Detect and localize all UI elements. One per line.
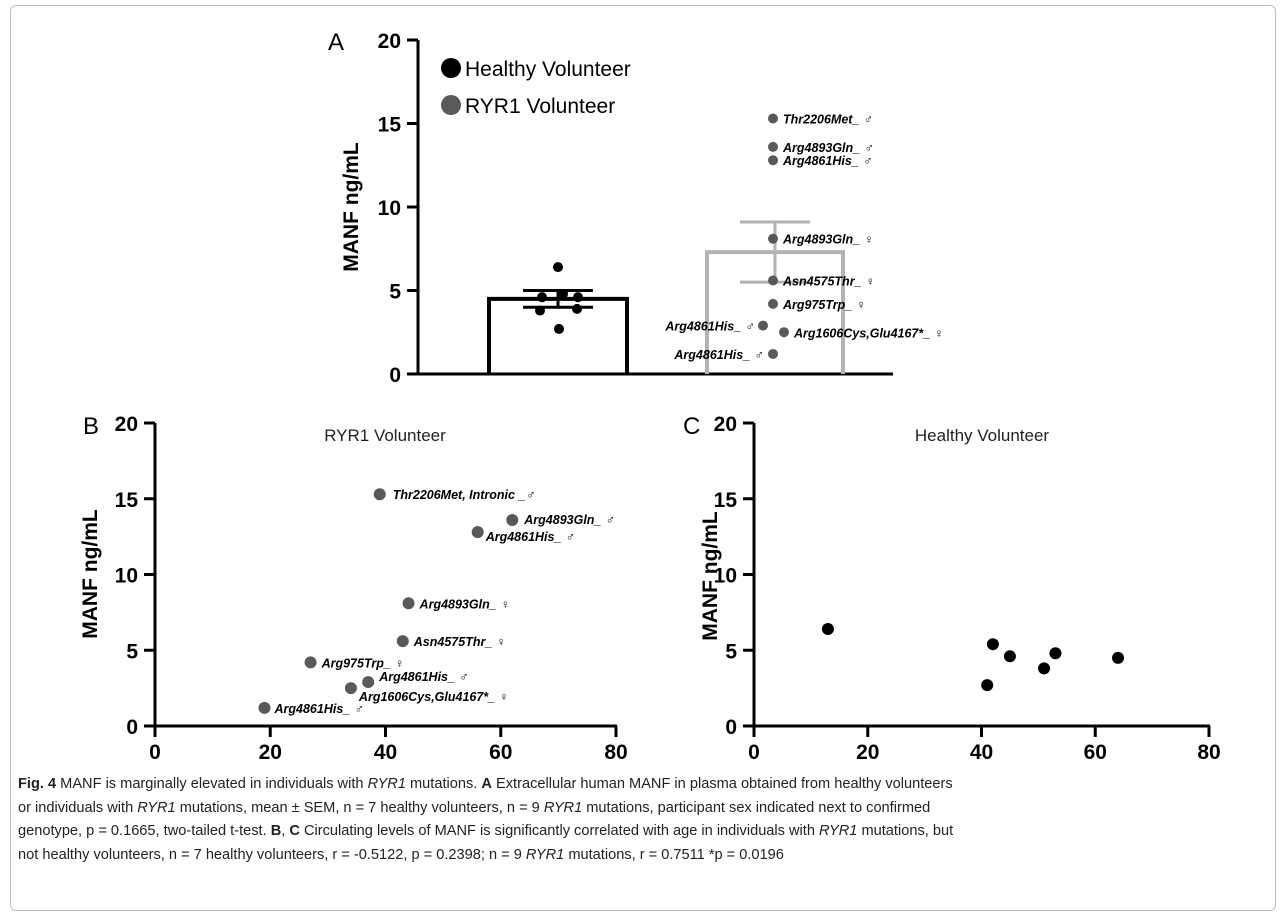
panel-b-x-tick-label: 80: [604, 741, 627, 764]
caption-figure-number: Fig. 4: [18, 776, 56, 792]
panel-a-point-label: Asn4575Thr_ ♀: [782, 274, 874, 288]
panel-a-healthy-point: [554, 324, 564, 334]
panel-c-point: [987, 638, 999, 650]
panel-a-y-tick-label: 0: [389, 364, 401, 387]
panel-a-legend-label: RYR1 Volunteer: [465, 95, 615, 118]
panel-b-point: [362, 676, 374, 688]
panel-a-healthy-point: [573, 292, 583, 302]
panel-b-y-tick-label: 5: [126, 640, 138, 663]
figure-canvas: A 0 5 10 15 20 MANF ng/mL Healthy Volunteer RYR1…: [0, 0, 1284, 770]
panel-a-point-label: Arg4861His_ ♂: [664, 320, 754, 334]
panel-b-point-label: Arg4893Gln_ ♀: [419, 597, 510, 611]
panel-b-y-tick-label: 0: [126, 716, 138, 739]
panel-a-point-label: Arg4861His_ ♂: [673, 348, 763, 362]
panel-a-point-label: Arg975Trp_ ♀: [782, 298, 865, 312]
panel-b-y-axis-label: MANF ng/mL: [79, 509, 102, 639]
panel-a-healthy-point: [553, 262, 563, 272]
panel-b-point: [506, 514, 518, 526]
panel-b-point: [397, 635, 409, 647]
panel-a-healthy-point: [558, 289, 568, 299]
panel-a-point-label: Arg1606Cys,Glu4167*_ ♀: [793, 326, 943, 340]
panel-c-x-tick-label: 0: [748, 741, 760, 764]
panel-b-point-label: Arg4861His_ ♂: [485, 530, 575, 544]
panel-b-x-tick-label: 0: [149, 741, 161, 764]
panel-a-ryr1-point: [779, 327, 789, 337]
panel-b-x-tick-label: 60: [489, 741, 512, 764]
panel-a-ryr1-point: [768, 142, 778, 152]
panel-b-point-label: Arg4893Gln_ ♂: [523, 513, 614, 527]
panel-b-y-tick-label: 15: [115, 489, 139, 512]
panel-a-ryr1-point: [768, 349, 778, 359]
panel-c-title: Healthy Volunteer: [915, 426, 1050, 445]
panel-a-point-label: Thr2206Met_ ♂: [783, 112, 872, 126]
panel-a-healthy-point: [537, 292, 547, 302]
figure-caption: Fig. 4 MANF is marginally elevated in in…: [18, 773, 1268, 867]
panel-label-b: B: [83, 413, 99, 440]
panel-a-healthy-point: [572, 304, 582, 314]
caption-line: or individuals with RYR1 mutations, mean…: [18, 797, 1268, 821]
panel-b-point-label: Thr2206Met, Intronic _♂: [393, 488, 535, 502]
panel-a-point-label: Arg4893Gln_ ♀: [782, 233, 873, 247]
panel-b-point: [403, 597, 415, 609]
panel-a-point-label: Arg4893Gln_ ♂: [782, 141, 873, 155]
panel-b-point-label: Arg4861His_ ♂: [378, 670, 468, 684]
panel-c-point: [822, 623, 834, 635]
panel-b-y-tick-label: 10: [115, 565, 138, 588]
panel-b-point-label: Asn4575Thr_ ♀: [413, 635, 505, 649]
panel-b-point-label: Arg1606Cys,Glu4167*_ ♀: [358, 690, 508, 704]
panel-label-a: A: [328, 29, 344, 56]
panel-c-point: [1004, 650, 1016, 662]
panel-b-point-label: Arg4861His_ ♂: [273, 702, 363, 716]
caption-line: genotype, p = 0.1665, two-tailed t-test.…: [18, 820, 1268, 844]
panel-c-y-tick-label: 15: [714, 489, 738, 512]
panel-c-y-tick-label: 5: [725, 640, 737, 663]
panel-a-bar: [489, 299, 627, 374]
panel-c-y-tick-label: 0: [725, 716, 737, 739]
panel-a-y-tick-label: 20: [378, 30, 401, 53]
panel-a-point-label: Arg4861His_ ♂: [782, 154, 872, 168]
panel-a-y-tick-label: 15: [378, 114, 402, 137]
panel-a-ryr1-point: [768, 155, 778, 165]
panel-c-x-tick-label: 80: [1197, 741, 1220, 764]
panel-a-y-tick-label: 10: [378, 197, 401, 220]
caption-line: not healthy volunteers, n = 7 healthy vo…: [18, 844, 1268, 868]
panel-c-x-tick-label: 40: [970, 741, 993, 764]
caption-line: Fig. 4 MANF is marginally elevated in in…: [18, 773, 1268, 797]
panel-a-ryr1-point: [758, 321, 768, 331]
panel-c-point: [1049, 647, 1061, 659]
panel-b-x-tick-label: 20: [259, 741, 282, 764]
panel-b-point: [374, 488, 386, 500]
panel-a-ryr1-point: [768, 275, 778, 285]
panel-a-legend-label: Healthy Volunteer: [465, 58, 631, 81]
panel-b-point: [472, 526, 484, 538]
panel-c-point: [1112, 652, 1124, 664]
panel-a-y-axis-label: MANF ng/mL: [340, 142, 363, 272]
panel-c-y-axis-label: MANF ng/mL: [699, 511, 722, 641]
panel-b-point: [345, 682, 357, 694]
panel-c-point: [981, 679, 993, 691]
panel-b-point: [305, 656, 317, 668]
panel-c-y-tick-label: 20: [714, 413, 737, 436]
panel-b-y-tick-label: 20: [115, 413, 138, 436]
panel-c-point: [1038, 662, 1050, 674]
panel-b-x-tick-label: 40: [374, 741, 397, 764]
panel-label-c: C: [683, 413, 700, 440]
panel-b-title: RYR1 Volunteer: [324, 426, 446, 445]
panel-a-ryr1-point: [768, 113, 778, 123]
panel-a-legend-marker: [441, 58, 461, 78]
panel-a-ryr1-point: [768, 299, 778, 309]
panel-a-legend-marker: [441, 95, 461, 115]
panel-a-ryr1-point: [768, 234, 778, 244]
panel-c-x-tick-label: 20: [856, 741, 879, 764]
panel-a-y-tick-label: 5: [389, 281, 401, 304]
panel-b-point: [258, 702, 270, 714]
panel-c-x-tick-label: 60: [1084, 741, 1107, 764]
panel-b-point-label: Arg975Trp_ ♀: [321, 656, 404, 670]
panel-a-healthy-point: [535, 306, 545, 316]
